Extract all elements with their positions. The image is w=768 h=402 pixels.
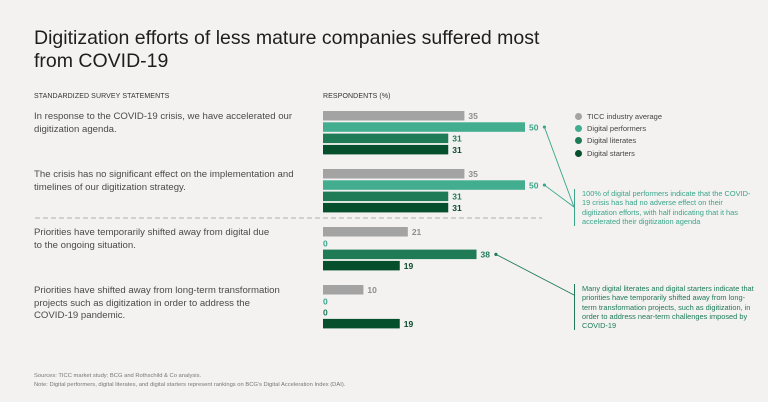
connector-performers-2-line <box>544 184 575 208</box>
bar <box>323 122 525 132</box>
bar-value-label: 19 <box>404 261 414 271</box>
connector-performers-1-line <box>543 126 575 208</box>
bar-value-label: 0 <box>323 238 328 248</box>
respondents-header: RESPONDENTS (%) <box>323 93 391 100</box>
sources-note: Sources: TICC market study; BCG and Roth… <box>34 373 202 379</box>
bar <box>323 133 449 144</box>
legend-dot-icon <box>575 124 582 132</box>
bar <box>323 144 449 155</box>
statement-3: Priorities have temporarily shifted away… <box>34 227 270 251</box>
statement-4: Priorities have shifted away from long-t… <box>34 285 280 322</box>
bar <box>323 111 465 121</box>
bar-value-label: 50 <box>529 122 539 132</box>
statements-header: STANDARDIZED SURVEY STATEMENTS <box>34 93 170 100</box>
legend-item-performers: Digital performers <box>575 122 662 134</box>
bar <box>323 249 477 260</box>
bar <box>323 227 408 237</box>
chart-title: Digitization efforts of less mature comp… <box>34 27 540 72</box>
connector-literates-line <box>495 253 575 296</box>
bar <box>323 180 525 190</box>
legend-item-starters: Digital starters <box>575 147 662 159</box>
footnotes: Sources: TICC market study; BCG and Roth… <box>34 372 345 390</box>
legend-dot-icon <box>575 112 582 120</box>
legend-item-literates: Digital literates <box>575 135 662 147</box>
bar <box>323 318 400 329</box>
bar-value-label: 31 <box>452 145 462 155</box>
bar-value-label: 50 <box>529 180 539 190</box>
bar <box>323 202 449 213</box>
annotation-literates-starters: Many digital literates and digital start… <box>574 284 757 331</box>
bar-value-label: 31 <box>452 192 462 202</box>
bar <box>323 260 400 271</box>
legend-dot-icon <box>575 149 582 157</box>
bar-value-label: 0 <box>323 296 328 306</box>
legend-dot-icon <box>575 137 582 145</box>
statement-1: In response to the COVID-19 crisis, we h… <box>34 111 293 135</box>
bar-value-label: 31 <box>452 134 462 144</box>
annotation-performers: 100% of digital performers indicate that… <box>574 189 752 227</box>
bar-value-label: 38 <box>481 250 491 260</box>
legend-item-ticc: TICC industry average <box>575 110 662 122</box>
bar-value-label: 31 <box>452 203 462 213</box>
bar-value-label: 0 <box>323 308 328 318</box>
bar <box>323 169 465 179</box>
bar-value-label: 19 <box>404 319 414 329</box>
bar <box>323 191 449 202</box>
bar-value-label: 10 <box>367 285 377 295</box>
legend: TICC industry average Digital performers… <box>575 110 662 159</box>
bar-value-label: 21 <box>412 227 422 237</box>
bar-value-label: 35 <box>468 111 478 121</box>
dai-note: Note: Digital performers, digital litera… <box>34 382 346 388</box>
bar <box>323 285 364 295</box>
bar-value-label: 35 <box>468 169 478 179</box>
statement-2: The crisis has no significant effect on … <box>34 169 294 193</box>
